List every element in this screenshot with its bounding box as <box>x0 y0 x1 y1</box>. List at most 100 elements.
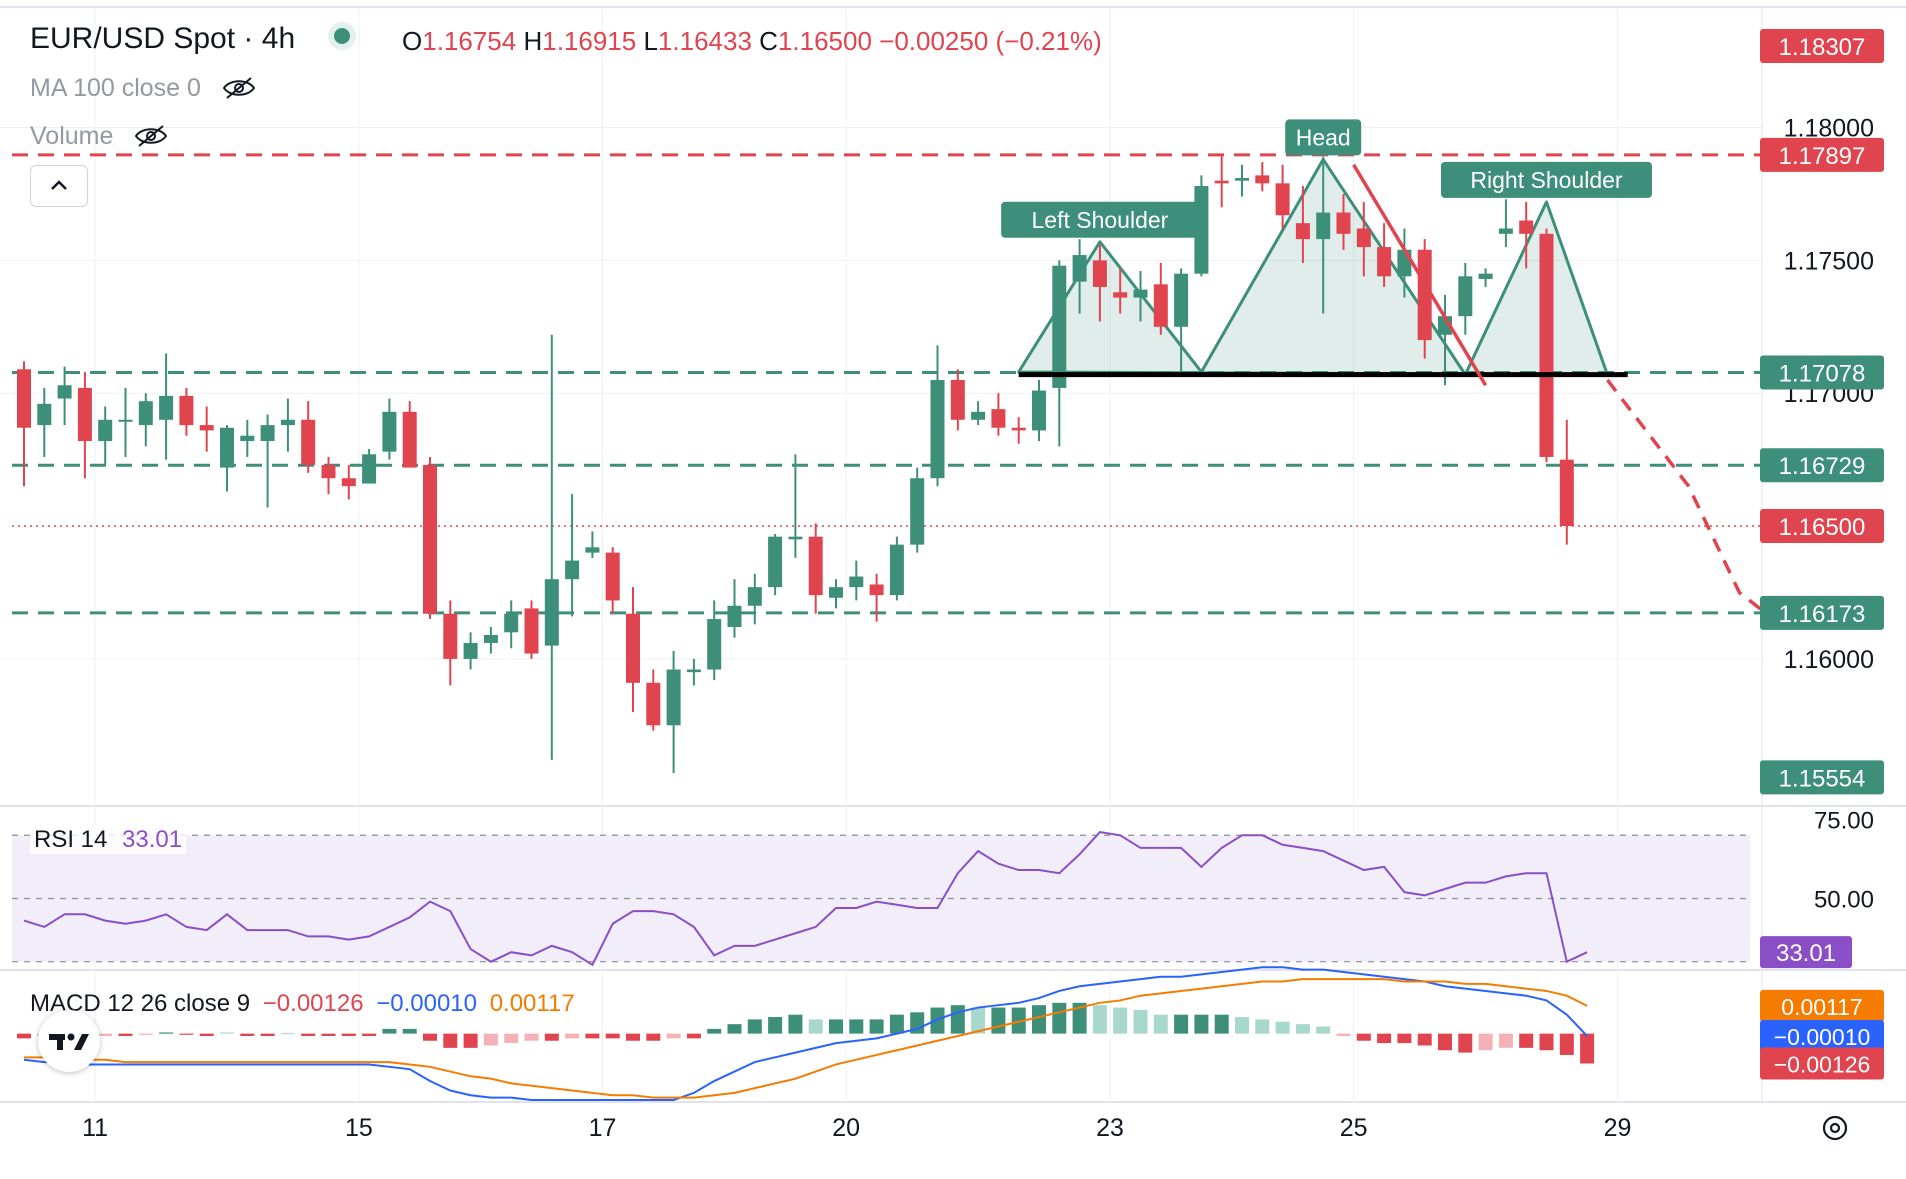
candle <box>1478 268 1493 287</box>
price-badge-label: 1.16729 <box>1779 453 1866 480</box>
candle-body <box>443 613 458 659</box>
tradingview-logo-icon <box>49 1033 89 1050</box>
price-badge <box>1760 355 1884 390</box>
candle <box>1275 164 1290 229</box>
candle <box>1235 164 1249 197</box>
candle <box>605 547 620 614</box>
volume-legend[interactable]: Volume <box>30 122 168 151</box>
candle <box>382 398 397 460</box>
macd-hist-bar <box>707 1028 722 1034</box>
candle <box>585 531 600 558</box>
candle-body <box>1032 390 1046 431</box>
ma-legend[interactable]: MA 100 close 0 <box>30 74 256 103</box>
candle <box>1356 201 1371 277</box>
eye-off-icon[interactable] <box>222 76 256 100</box>
macd-hist-bar <box>869 1019 884 1034</box>
candle-body <box>808 536 823 596</box>
price-tick-label: 1.18000 <box>1784 115 1874 143</box>
candle <box>1295 185 1310 264</box>
candle-body <box>98 419 113 442</box>
macd-hist-bar <box>1336 1033 1351 1036</box>
candle <box>1377 223 1392 287</box>
candle-body <box>869 584 884 596</box>
symbol-name[interactable]: EUR/USD Spot <box>30 22 236 55</box>
candle-body <box>220 427 234 468</box>
candle <box>98 406 113 465</box>
candle <box>788 454 803 558</box>
candle-body <box>260 425 275 442</box>
candle-body <box>991 409 1006 428</box>
candle <box>199 406 214 452</box>
horizontal-levels <box>12 153 1762 615</box>
price-tick-label: 1.16000 <box>1784 646 1874 674</box>
tradingview-logo[interactable] <box>38 1010 100 1072</box>
candle-body <box>159 395 174 420</box>
macd-hist-bar <box>626 1033 640 1041</box>
open-value: 1.16754 <box>422 26 517 56</box>
close-value: 1.16500 <box>777 26 872 56</box>
time-tick-label: 15 <box>345 1114 373 1142</box>
macd-hist-bar <box>1032 1005 1046 1034</box>
macd-hist-bar <box>991 1007 1006 1034</box>
candle-body <box>77 387 92 442</box>
candle <box>910 467 925 553</box>
macd-badge <box>1760 1020 1884 1052</box>
macd-hist-bar <box>1052 1002 1067 1034</box>
macd-hist-bar <box>1498 1033 1513 1048</box>
macd-hist-bar <box>565 1033 580 1039</box>
eye-off-icon[interactable] <box>134 124 168 148</box>
candle <box>341 464 356 500</box>
candle-body <box>788 536 803 540</box>
candle <box>808 523 823 614</box>
candle <box>240 419 255 457</box>
volume-label: Volume <box>30 122 114 150</box>
rsi-badge-label: 33.01 <box>1776 940 1836 967</box>
candle-body <box>483 634 498 643</box>
macd-badge <box>1760 1047 1884 1080</box>
candle <box>402 401 417 468</box>
pattern-label: Head <box>1296 124 1351 150</box>
candle-body <box>17 369 31 428</box>
macd-hist-bar <box>504 1033 519 1044</box>
macd-hist-bar <box>220 1032 234 1034</box>
rsi-name: RSI 14 <box>34 826 108 853</box>
settings-gear-icon[interactable] <box>1822 1115 1848 1141</box>
macd-hist-bar <box>524 1033 539 1041</box>
macd-hist-bar <box>585 1033 600 1039</box>
interval-label[interactable]: 4h <box>261 22 296 55</box>
rsi-legend[interactable]: RSI 14 33.01 <box>30 826 187 854</box>
macd-hist-bar <box>1356 1033 1371 1041</box>
macd-hist-bar <box>747 1019 762 1034</box>
ma-label: MA 100 close 0 <box>30 74 201 102</box>
candle-body <box>1011 427 1026 431</box>
pattern-label: Left Shoulder <box>1031 207 1168 233</box>
candle-body <box>605 552 620 601</box>
rsi-tick-label: 50.00 <box>1814 886 1874 913</box>
macd-hist-bar <box>646 1033 661 1041</box>
candle-body <box>1275 183 1290 216</box>
pattern-label-bg <box>1285 119 1362 156</box>
candle <box>1316 156 1331 314</box>
candle-body <box>1052 265 1067 388</box>
signal-line <box>24 978 1588 1099</box>
low-value: 1.16433 <box>657 26 752 56</box>
candle-body <box>321 464 336 479</box>
candle-body <box>301 419 316 465</box>
candle <box>666 650 681 774</box>
collapse-legend-button[interactable] <box>30 165 88 207</box>
candle-body <box>1377 247 1392 277</box>
macd-legend[interactable]: MACD 12 26 close 9 −0.00126 −0.00010 0.0… <box>30 990 575 1018</box>
candle-body <box>240 435 255 442</box>
ohlc-legend: O1.16754 H1.16915 L1.16433 C1.16500 −0.0… <box>402 26 1102 57</box>
candle <box>930 345 945 487</box>
price-badge <box>1760 448 1884 483</box>
candle <box>301 401 316 473</box>
rsi-badge <box>1760 936 1852 969</box>
macd-hist-bar <box>423 1033 437 1041</box>
candle-body <box>1255 175 1270 184</box>
macd-hist-bar <box>1397 1033 1412 1044</box>
macd-hist-bar <box>1072 1002 1087 1034</box>
macd-hist-bar <box>1478 1033 1493 1051</box>
candle <box>1153 263 1168 335</box>
